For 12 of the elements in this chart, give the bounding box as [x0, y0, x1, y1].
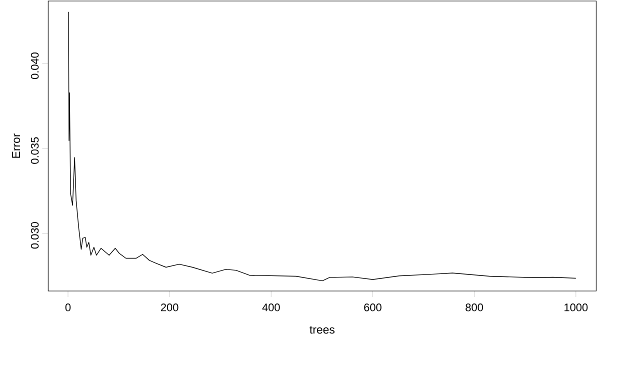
y-axis-title: Error	[12, 133, 20, 158]
x-tick-label: 400	[262, 304, 280, 312]
y-tick-label: 0.030	[30, 222, 39, 249]
x-tick-label: 0	[65, 304, 71, 312]
x-tick-label: 600	[364, 304, 382, 312]
y-tick-label: 0.035	[30, 137, 39, 164]
y-tick-label: 0.040	[30, 52, 39, 80]
x-axis-title: trees	[310, 326, 335, 334]
x-tick-label: 200	[160, 304, 178, 312]
x-tick-label: 1000	[564, 304, 588, 312]
line-series	[68, 12, 576, 282]
x-tick-label: 800	[466, 304, 484, 312]
